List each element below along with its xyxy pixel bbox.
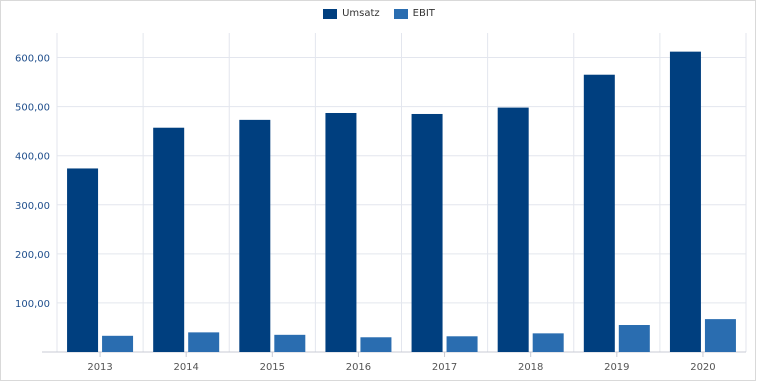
bar-umsatz-2015 — [239, 119, 271, 353]
legend-swatch-umsatz — [323, 8, 338, 19]
legend-label-ebit: EBIT — [412, 8, 435, 19]
bar-ebit-2015 — [274, 334, 306, 352]
y-tick-label: 100,00 — [15, 299, 50, 310]
bar-ebit-2020 — [704, 319, 736, 352]
bar-umsatz-2014 — [153, 127, 185, 352]
bar-ebit-2013 — [102, 335, 134, 352]
y-tick-label: 200,00 — [15, 250, 50, 261]
y-tick-label: 600,00 — [15, 54, 50, 65]
y-tick-label: 300,00 — [15, 201, 50, 212]
x-tick-label: 2015 — [260, 362, 285, 373]
legend-item-umsatz[interactable]: Umsatz — [323, 8, 380, 19]
bar-umsatz-2013 — [67, 168, 99, 352]
bar-umsatz-2020 — [669, 51, 701, 352]
x-tick-label: 2016 — [346, 362, 371, 373]
x-tick-label: 2017 — [432, 362, 457, 373]
legend: Umsatz EBIT — [0, 8, 758, 19]
bar-ebit-2016 — [360, 337, 392, 352]
bar-ebit-2019 — [618, 325, 650, 352]
bar-ebit-2017 — [446, 336, 478, 352]
y-tick-label: 400,00 — [15, 152, 50, 163]
bar-ebit-2014 — [188, 332, 220, 352]
x-tick-label: 2013 — [87, 362, 112, 373]
x-tick-label: 2020 — [690, 362, 715, 373]
legend-label-umsatz: Umsatz — [342, 8, 380, 19]
legend-item-ebit[interactable]: EBIT — [393, 8, 435, 19]
x-tick-label: 2018 — [518, 362, 543, 373]
bar-umsatz-2017 — [411, 113, 443, 352]
x-tick-label: 2019 — [604, 362, 629, 373]
y-tick-label: 500,00 — [15, 103, 50, 114]
bar-ebit-2018 — [532, 333, 564, 352]
bar-umsatz-2019 — [583, 74, 615, 352]
bar-umsatz-2016 — [325, 112, 357, 352]
legend-swatch-ebit — [393, 8, 408, 19]
x-tick-label: 2014 — [173, 362, 198, 373]
bar-umsatz-2018 — [497, 107, 529, 352]
